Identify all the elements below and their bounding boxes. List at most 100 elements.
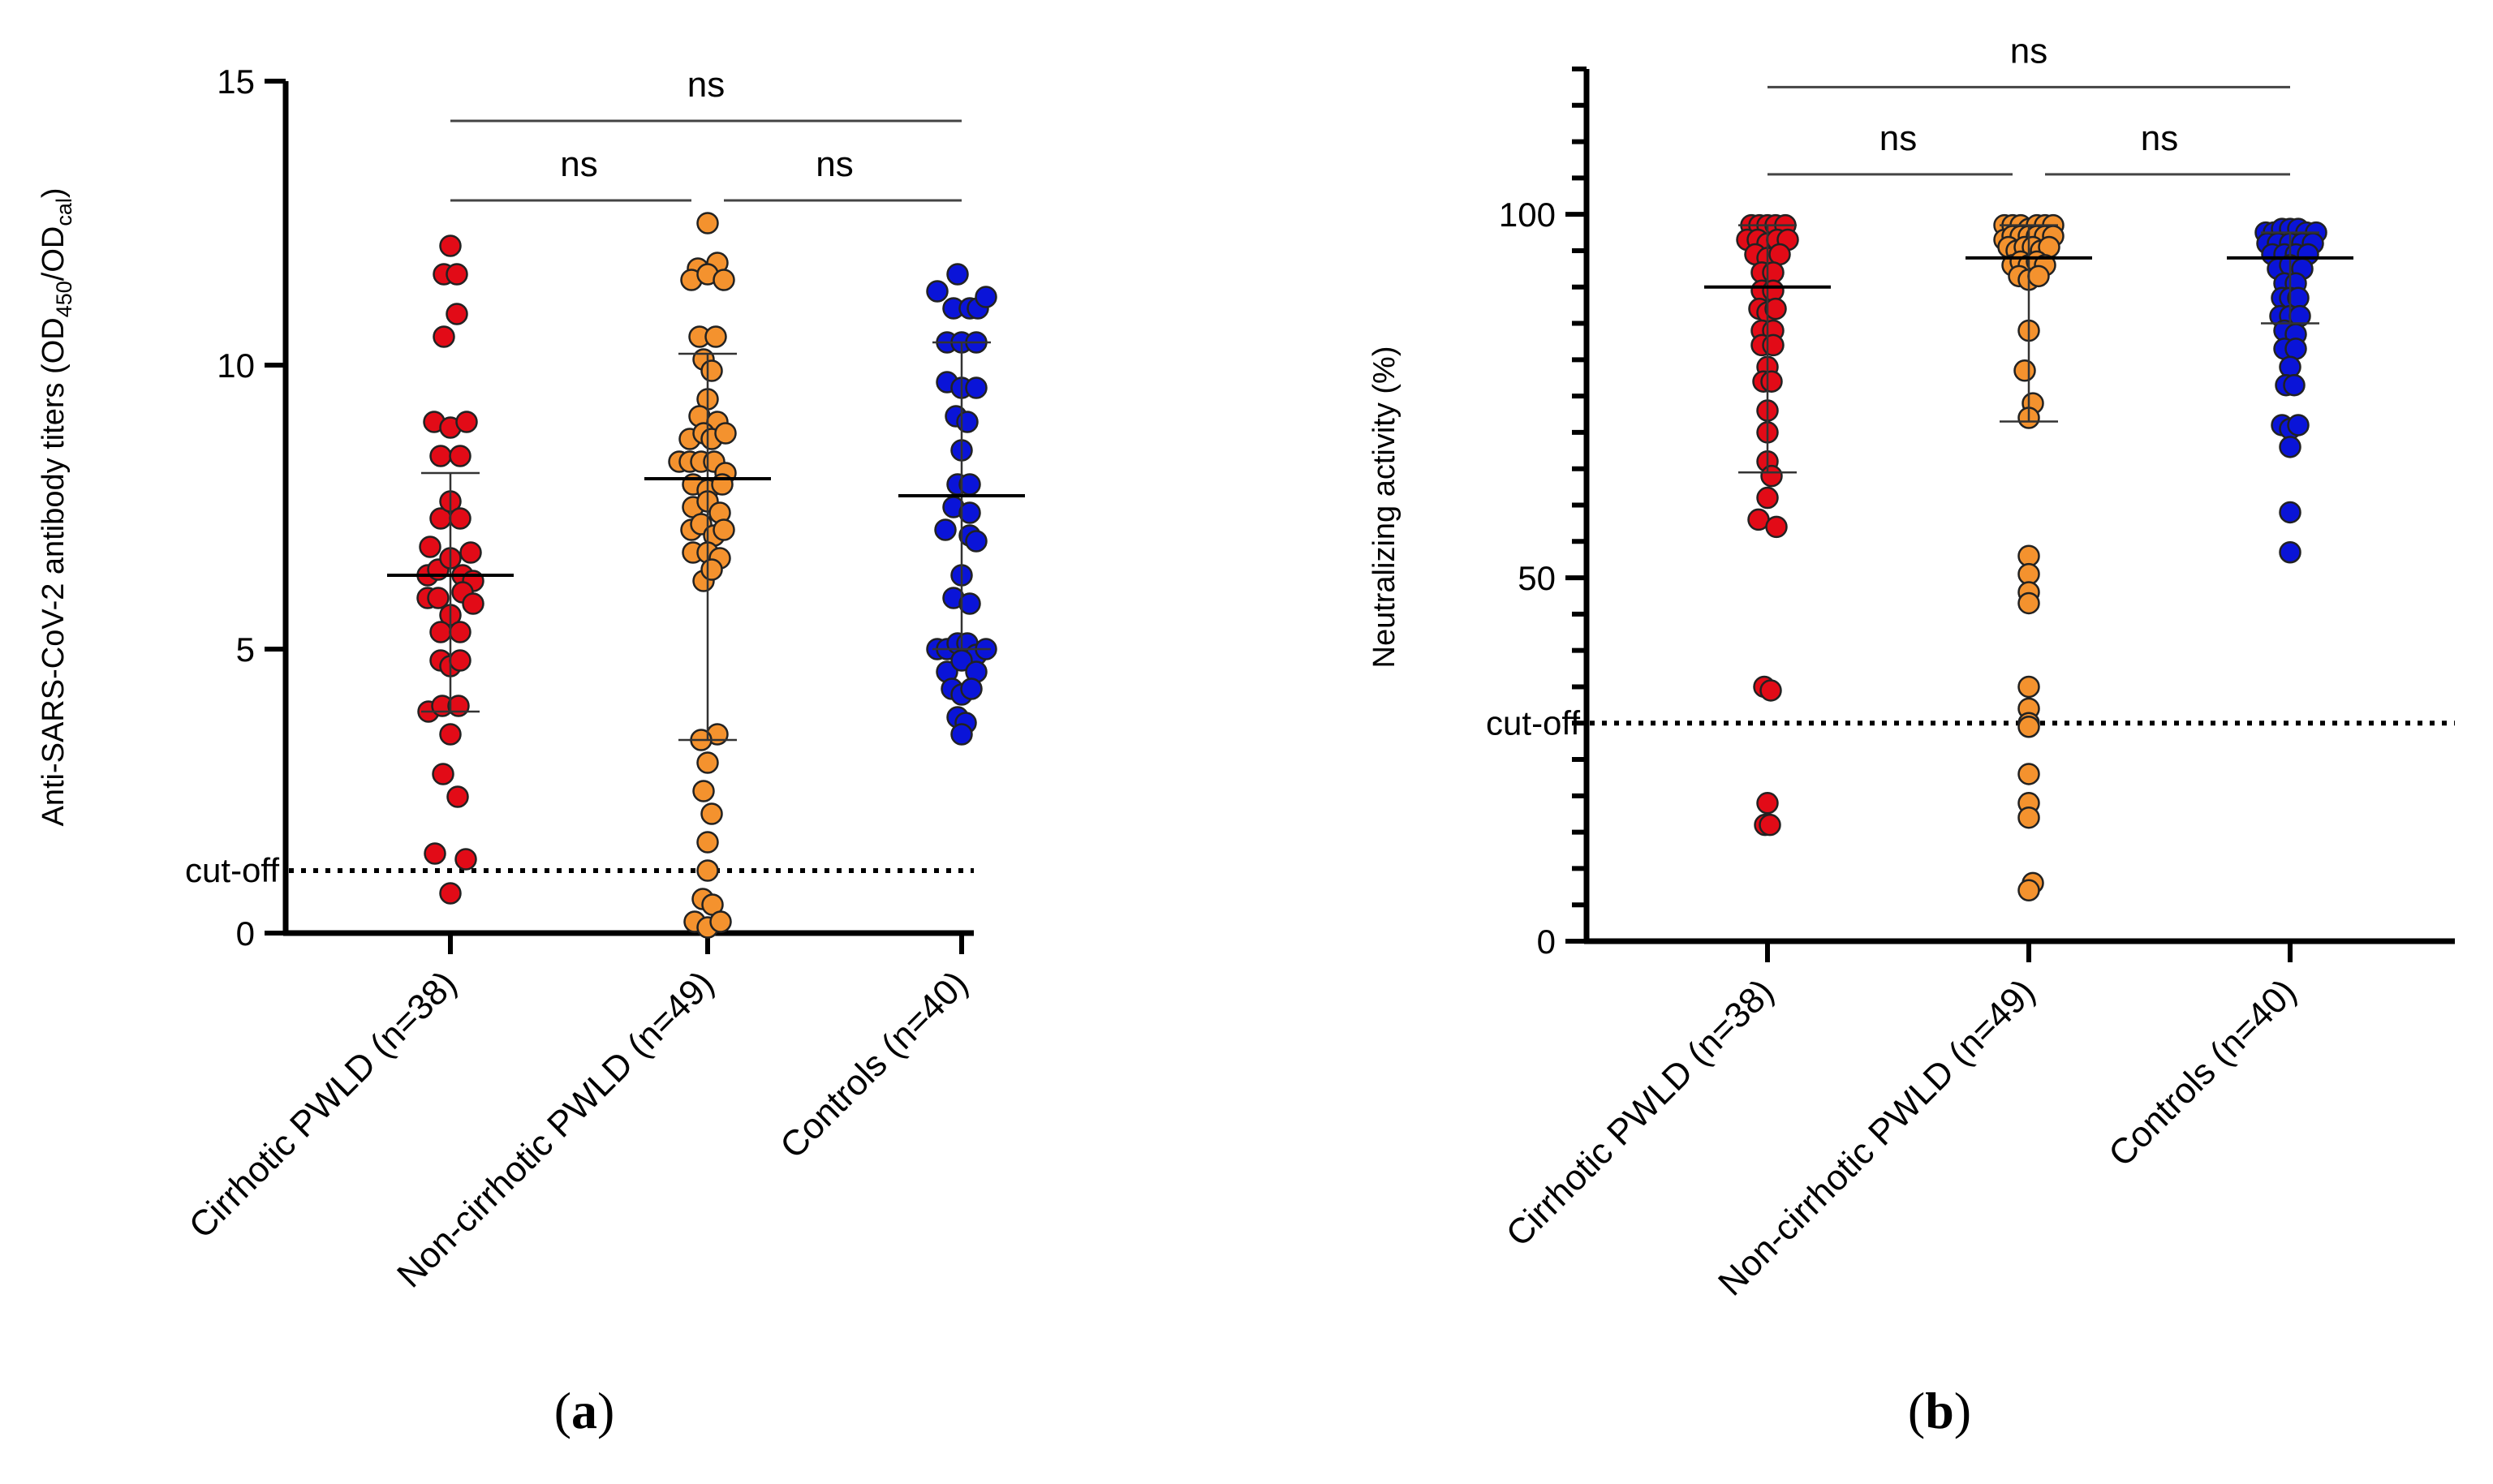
- data-point: [1762, 279, 1785, 302]
- significance-label: ns: [2010, 31, 2047, 71]
- data-point: [2279, 540, 2301, 564]
- data-point: [1759, 679, 1782, 702]
- panel-label-part: ): [1954, 1382, 1971, 1439]
- panel-label: (a): [554, 1382, 615, 1439]
- y-axis-label-part: ): [37, 187, 71, 198]
- panel-label: (b): [1908, 1382, 1971, 1439]
- data-point: [1756, 792, 1779, 815]
- data-point: [446, 785, 469, 808]
- data-point: [704, 325, 727, 348]
- data-point: [1759, 813, 1781, 837]
- panel-label-part: (: [554, 1382, 571, 1439]
- data-point: [2279, 355, 2301, 379]
- data-point: [960, 677, 983, 700]
- data-point: [713, 518, 735, 541]
- data-point: [2287, 414, 2310, 437]
- data-point: [2017, 763, 2040, 785]
- data-point: [696, 212, 719, 234]
- data-point: [965, 376, 988, 399]
- data-point: [692, 780, 715, 802]
- y-tick-label: 100: [1499, 196, 1556, 234]
- data-point: [958, 592, 981, 615]
- x-category-label: Cirrhotic PWLD (n=38): [1499, 971, 1781, 1254]
- data-point: [2279, 501, 2301, 524]
- data-point: [449, 621, 471, 643]
- data-point: [439, 234, 462, 257]
- y-tick-label: 10: [217, 346, 255, 385]
- data-point: [2017, 675, 2040, 699]
- significance-label: ns: [687, 65, 725, 105]
- y-tick-label: 0: [236, 914, 255, 953]
- data-point: [2283, 373, 2306, 397]
- data-point: [700, 359, 723, 382]
- data-point: [934, 518, 957, 541]
- significance-label: ns: [2141, 118, 2178, 158]
- data-point: [454, 848, 477, 871]
- data-point: [1760, 464, 1783, 488]
- data-point: [439, 882, 462, 905]
- x-category-label: Controls (n=40): [2101, 971, 2304, 1174]
- panel-b-chart: 0 50 100 Neutralizing activity (%) Cirrhotic…: [1367, 31, 2455, 1439]
- data-point: [709, 910, 732, 933]
- y-axis-label-part: Anti-SARS-CoV-2 antibody titers (OD: [37, 317, 71, 826]
- data-point: [446, 303, 468, 325]
- data-point: [433, 325, 455, 348]
- data-point: [455, 411, 478, 433]
- data-point: [696, 859, 719, 882]
- y-axis-label: Neutralizing activity (%): [1367, 346, 1402, 669]
- data-point: [714, 422, 737, 445]
- data-point: [1756, 486, 1779, 510]
- data-point: [926, 280, 949, 303]
- y-tick-label: 0: [1537, 923, 1556, 961]
- data-point: [459, 541, 482, 564]
- data-point: [429, 445, 452, 467]
- data-point: [424, 842, 446, 865]
- data-point: [449, 445, 471, 467]
- data-point: [946, 263, 969, 286]
- data-point: [449, 649, 471, 672]
- panel-label-part: b: [1925, 1382, 1954, 1439]
- panel-label-part: (: [1908, 1382, 1925, 1439]
- data-point: [2279, 436, 2301, 458]
- y-axis-label: Anti-SARS-CoV-2 antibody titers (OD450/O…: [37, 187, 76, 826]
- data-point: [700, 558, 723, 581]
- data-point: [956, 411, 979, 433]
- data-point: [965, 530, 988, 553]
- y-axis-label-part: Neutralizing activity (%): [1367, 346, 1402, 669]
- data-point: [429, 621, 452, 643]
- data-point: [713, 269, 735, 291]
- data-point: [1760, 370, 1783, 393]
- panel-label-part: ): [597, 1382, 614, 1439]
- cutoff-label: cut-off: [185, 851, 279, 889]
- data-point: [446, 263, 468, 286]
- y-tick-label: 50: [1518, 559, 1556, 597]
- y-axis-label-part: /OD: [37, 226, 71, 282]
- data-point: [2027, 265, 2050, 288]
- data-point: [462, 592, 484, 615]
- panel-a-chart: 0 5 10 15 Anti-SARS-CoV-2 antibody titers (O…: [37, 62, 1025, 1439]
- data-point: [419, 536, 441, 558]
- x-category-label: Cirrhotic PWLD (n=38): [182, 963, 464, 1245]
- y-tick-label: 5: [236, 630, 255, 669]
- data-point: [449, 507, 471, 530]
- x-category-label: Controls (n=40): [773, 963, 975, 1166]
- data-point: [2013, 359, 2036, 382]
- data-point: [2284, 338, 2307, 360]
- data-point: [1764, 297, 1787, 320]
- data-point: [958, 501, 981, 524]
- x-category-label: Non-cirrhotic PWLD (n=49): [1711, 971, 2043, 1303]
- data-point: [2017, 715, 2040, 738]
- data-point: [2017, 879, 2040, 902]
- data-point: [2017, 591, 2040, 615]
- data-point: [696, 751, 719, 774]
- significance-label: ns: [560, 144, 597, 184]
- data-point: [427, 587, 450, 609]
- data-point: [975, 286, 997, 308]
- significance-label: ns: [1879, 118, 1917, 158]
- data-point: [700, 802, 723, 825]
- data-point: [1765, 515, 1788, 539]
- data-point: [432, 763, 454, 785]
- data-point: [1762, 333, 1785, 357]
- panel-label-part: a: [571, 1382, 597, 1439]
- data-point: [439, 723, 462, 746]
